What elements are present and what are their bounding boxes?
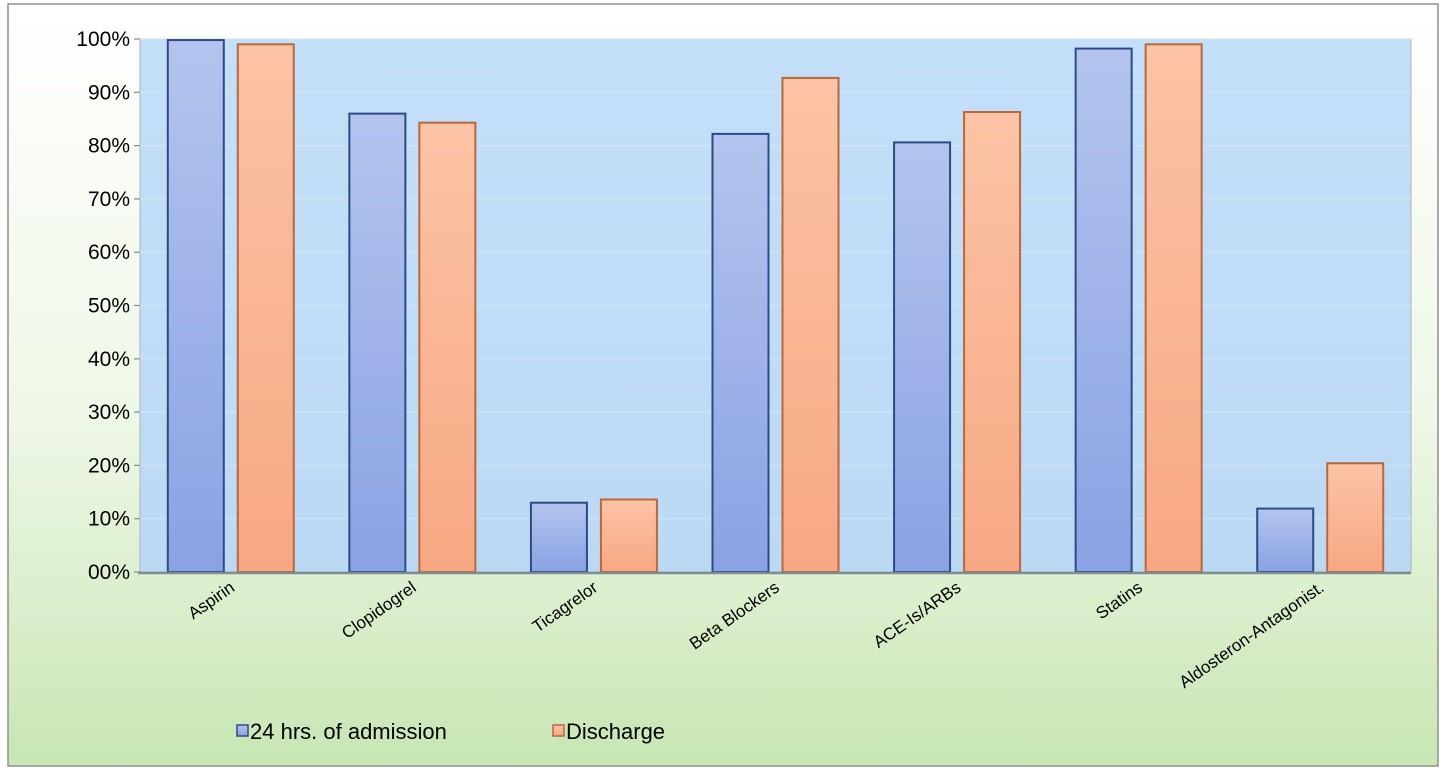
legend-swatch-admission	[236, 724, 249, 737]
bar-discharge	[781, 76, 840, 573]
y-tick-label: 20%	[88, 454, 130, 477]
y-tick-label: 30%	[88, 401, 130, 424]
bar-admission	[893, 141, 952, 573]
bar-admission	[529, 501, 588, 573]
bar-admission	[348, 112, 407, 574]
bar-admission	[711, 132, 770, 573]
y-tick-label: 10%	[88, 508, 130, 531]
bar-discharge	[599, 498, 658, 573]
y-tick-label: 100%	[76, 28, 130, 51]
y-tick-label: 50%	[88, 295, 130, 318]
bar-admission	[1074, 47, 1133, 574]
bar-discharge	[963, 111, 1022, 574]
y-tick-label: 40%	[88, 348, 130, 371]
bar-discharge	[1144, 43, 1203, 573]
y-tick-label: 60%	[88, 241, 130, 264]
bar-admission	[1256, 507, 1315, 573]
y-tick-label: 70%	[88, 188, 130, 211]
legend: 24 hrs. of admission Discharge	[236, 719, 665, 744]
bar-discharge	[236, 43, 295, 573]
bar-discharge	[418, 121, 477, 573]
legend-label-discharge: Discharge	[566, 719, 665, 744]
y-tick-label: 90%	[88, 81, 130, 104]
y-tick-label: 80%	[88, 135, 130, 158]
y-axis-ticks: 00% 10% 20% 30% 40% 50% 60% 70% 80% 90% 100%	[76, 28, 140, 584]
legend-item-admission: 24 hrs. of admission	[236, 719, 447, 744]
bars	[166, 39, 1385, 574]
bar-admission	[166, 39, 225, 574]
legend-label-admission: 24 hrs. of admission	[250, 719, 447, 744]
bar-discharge	[1326, 462, 1385, 574]
legend-item-discharge: Discharge	[552, 719, 665, 744]
y-tick-label: 00%	[88, 561, 130, 584]
legend-swatch-discharge	[552, 724, 565, 737]
